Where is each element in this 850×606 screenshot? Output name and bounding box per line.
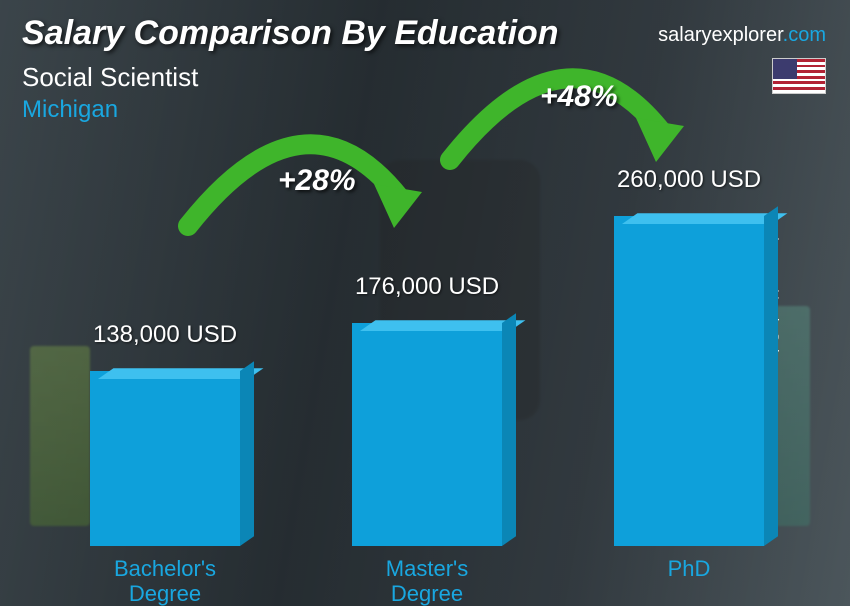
bar-top [622,213,787,224]
bar-value-label: 138,000 USD [65,321,265,349]
bar: 260,000 USDPhD [614,216,764,546]
bar-front [352,323,502,546]
bar-side [502,313,516,546]
bar-body [614,216,764,546]
bar-value-label: 176,000 USD [327,273,527,301]
bar-category-label: PhD [589,556,789,581]
bar: 138,000 USDBachelor'sDegree [90,371,240,546]
bar-side [240,361,254,546]
chart-subtitle-job: Social Scientist [22,62,198,93]
bar-value-label: 260,000 USD [589,166,789,194]
flag-icon [772,58,826,94]
increase-label: +48% [540,80,618,114]
bar-front [614,216,764,546]
bar-top [98,368,263,379]
brand-label: salaryexplorer.com [658,24,826,47]
chart-subtitle-region: Michigan [22,96,118,124]
bar-top [360,320,525,331]
brand-text: salaryexplorer [658,24,783,46]
chart-title: Salary Comparison By Education [22,14,559,53]
bg-accent [30,346,90,526]
chart-canvas: Salary Comparison By Education Social Sc… [0,0,850,606]
increase-label: +28% [278,164,356,198]
bar-front [90,371,240,546]
brand-domain: .com [783,24,826,46]
bar: 176,000 USDMaster'sDegree [352,323,502,546]
bar-category-label: Master'sDegree [327,556,527,606]
bar-body [352,323,502,546]
bar-side [764,206,778,546]
bar-body [90,371,240,546]
bar-category-label: Bachelor'sDegree [65,556,265,606]
